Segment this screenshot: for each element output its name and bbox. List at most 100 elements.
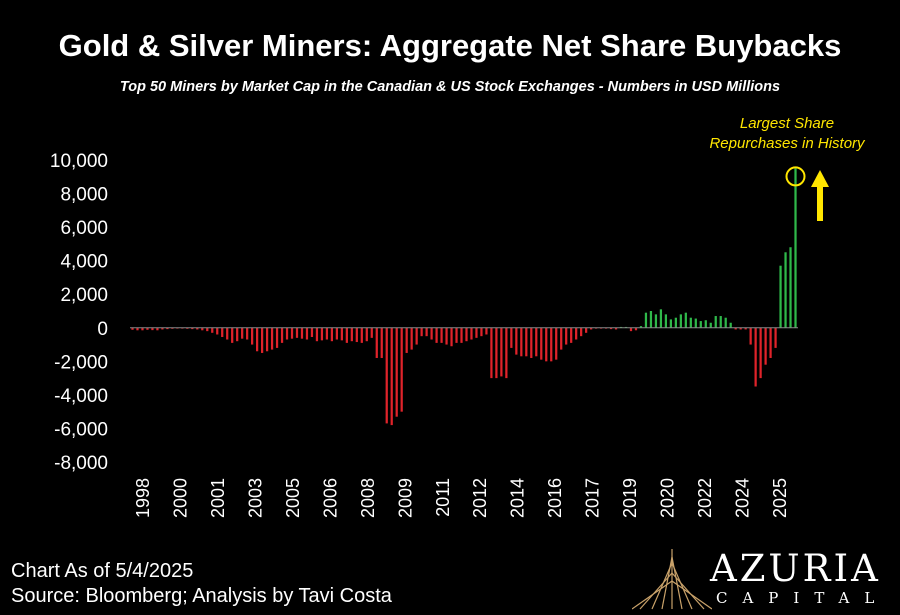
bar xyxy=(744,327,747,330)
chart-subtitle: Top 50 Miners by Market Cap in the Canad… xyxy=(119,79,781,95)
bar xyxy=(550,327,553,362)
bar xyxy=(729,322,732,328)
bar xyxy=(709,322,712,328)
bar xyxy=(131,327,134,330)
bar xyxy=(161,327,164,330)
annotation-text: Largest Share xyxy=(740,115,834,132)
bar xyxy=(156,327,159,331)
bar xyxy=(141,327,144,331)
bar xyxy=(480,327,483,337)
bar xyxy=(664,314,668,328)
y-tick-label: -6,000 xyxy=(54,419,108,440)
x-tick-label: 2003 xyxy=(245,478,265,518)
bar xyxy=(634,327,638,331)
bar xyxy=(530,327,533,358)
bar xyxy=(495,327,498,379)
bar xyxy=(191,327,194,330)
y-tick-label: 0 xyxy=(97,319,108,340)
bar xyxy=(769,327,772,358)
bar xyxy=(545,327,548,362)
bar xyxy=(216,327,219,335)
bar xyxy=(335,327,338,340)
bar xyxy=(694,318,697,328)
bar-chart: 10,000 8,000 6,000 4,000 2,000 0 -2,000 -4,000 -… xyxy=(50,115,866,518)
bar xyxy=(555,327,558,360)
bar xyxy=(440,327,443,343)
bar xyxy=(395,327,398,417)
x-axis: 1998 2000 2001 2003 2005 2006 2008 2009 2011 2012… xyxy=(133,478,790,518)
logo-name: AZURIA xyxy=(710,547,881,590)
bar xyxy=(679,314,682,328)
bar xyxy=(300,327,304,339)
bar xyxy=(525,327,528,357)
chart-date: Chart As of 5/4/2025 xyxy=(11,560,194,582)
x-tick-label: 2008 xyxy=(358,478,378,518)
y-tick-label: -8,000 xyxy=(54,453,108,474)
bar xyxy=(231,327,234,343)
bar xyxy=(365,327,368,342)
bar xyxy=(146,327,149,330)
bar xyxy=(570,327,573,343)
bar xyxy=(236,327,239,342)
bar xyxy=(749,327,752,345)
bar xyxy=(350,327,353,342)
bar xyxy=(719,316,722,328)
x-tick-label: 2016 xyxy=(545,478,565,518)
x-tick-label: 2022 xyxy=(695,478,715,518)
bar xyxy=(699,321,702,328)
x-tick-label: 2020 xyxy=(658,478,678,518)
x-tick-label: 2012 xyxy=(470,478,490,518)
bar xyxy=(340,327,343,341)
y-axis: 10,000 8,000 6,000 4,000 2,000 0 -2,000 -4,000 -… xyxy=(50,151,108,474)
x-tick-label: 2006 xyxy=(320,478,340,518)
x-tick-label: 2001 xyxy=(208,478,228,518)
y-tick-label: 2,000 xyxy=(60,285,108,306)
bar xyxy=(500,327,503,377)
x-tick-label: 2011 xyxy=(433,478,453,517)
bar xyxy=(425,327,428,337)
bar xyxy=(520,327,523,357)
bar xyxy=(221,327,224,338)
bar xyxy=(280,327,284,343)
sunburst-icon xyxy=(632,549,712,610)
bar xyxy=(375,327,378,358)
x-tick-label: 2024 xyxy=(733,478,753,518)
bar xyxy=(659,309,663,328)
bar xyxy=(784,252,787,328)
y-tick-label: 4,000 xyxy=(60,252,108,273)
bar xyxy=(226,327,229,340)
bar xyxy=(779,265,782,328)
bar xyxy=(445,327,448,345)
footer: Chart As of 5/4/2025 Source: Bloomberg; … xyxy=(11,559,392,609)
bar xyxy=(465,327,468,342)
bar xyxy=(649,311,653,328)
bar xyxy=(251,327,254,345)
bar xyxy=(315,327,319,342)
bar xyxy=(714,316,717,328)
annotation-group: Largest Share Repurchases in History xyxy=(709,115,866,221)
x-tick-label: 2000 xyxy=(171,478,191,518)
bar xyxy=(435,327,438,343)
bar xyxy=(470,327,473,340)
bar xyxy=(295,327,299,338)
x-tick-label: 2019 xyxy=(620,478,640,518)
bar xyxy=(206,327,209,332)
bar xyxy=(246,327,249,340)
annotation-text: Repurchases in History xyxy=(709,135,866,152)
bar xyxy=(330,327,334,342)
bar xyxy=(644,312,648,328)
bar xyxy=(136,327,139,331)
bar xyxy=(590,327,593,330)
bar xyxy=(580,327,583,337)
bar xyxy=(320,327,324,341)
bar xyxy=(789,247,792,328)
bar xyxy=(609,327,613,330)
bar xyxy=(325,327,329,340)
bar xyxy=(754,327,757,387)
bar xyxy=(275,327,279,348)
x-tick-label: 2005 xyxy=(283,478,303,518)
bar xyxy=(360,327,363,343)
bar xyxy=(510,327,513,348)
bar xyxy=(654,314,658,328)
bar xyxy=(684,312,687,328)
